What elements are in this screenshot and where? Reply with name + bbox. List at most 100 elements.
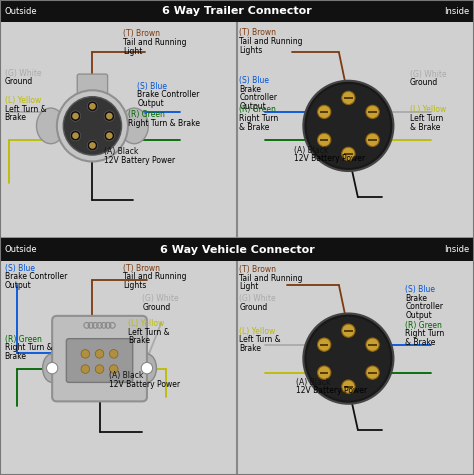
- Bar: [368, 139, 377, 141]
- Text: Output: Output: [405, 311, 432, 320]
- Text: (A) Black: (A) Black: [109, 371, 144, 380]
- Circle shape: [307, 317, 390, 400]
- Bar: [320, 344, 328, 346]
- FancyBboxPatch shape: [66, 339, 133, 382]
- Circle shape: [366, 366, 379, 379]
- Text: Tail and Running: Tail and Running: [123, 272, 187, 281]
- Text: Output: Output: [239, 102, 266, 111]
- Bar: [344, 153, 353, 155]
- Text: Ground: Ground: [410, 78, 438, 87]
- Text: Controller: Controller: [405, 302, 443, 311]
- Circle shape: [318, 133, 331, 146]
- Bar: [368, 111, 377, 113]
- Text: Lights: Lights: [239, 46, 263, 55]
- Text: (T) Brown: (T) Brown: [239, 265, 276, 274]
- Bar: [320, 111, 328, 113]
- Text: (L) Yellow: (L) Yellow: [239, 327, 275, 336]
- Text: (G) White: (G) White: [142, 294, 179, 304]
- Bar: [368, 371, 377, 373]
- Text: (S) Blue: (S) Blue: [137, 82, 167, 91]
- Text: Outside: Outside: [5, 7, 37, 16]
- Text: Brake: Brake: [239, 85, 261, 94]
- Text: (S) Blue: (S) Blue: [405, 285, 435, 294]
- Circle shape: [109, 350, 118, 358]
- Text: 6 Way Trailer Connector: 6 Way Trailer Connector: [162, 6, 312, 16]
- Circle shape: [366, 338, 379, 352]
- Text: Left Turn &: Left Turn &: [239, 335, 281, 344]
- Ellipse shape: [120, 108, 148, 143]
- Text: (R) Green: (R) Green: [5, 335, 42, 344]
- Text: Ground: Ground: [142, 303, 171, 312]
- Text: Left Turn: Left Turn: [410, 114, 443, 123]
- Ellipse shape: [36, 108, 65, 143]
- Text: (R) Green: (R) Green: [405, 321, 442, 330]
- Text: Lights: Lights: [123, 281, 146, 290]
- Circle shape: [81, 365, 90, 373]
- Text: Left Turn &: Left Turn &: [128, 328, 170, 337]
- Circle shape: [342, 91, 355, 104]
- Text: (T) Brown: (T) Brown: [123, 264, 160, 273]
- Bar: [0, 0, 474, 22]
- Text: Tail and Running: Tail and Running: [123, 38, 187, 47]
- Text: Left Turn &: Left Turn &: [5, 104, 46, 114]
- Circle shape: [104, 111, 115, 121]
- FancyBboxPatch shape: [52, 316, 147, 401]
- Text: (G) White: (G) White: [5, 69, 41, 78]
- Bar: [0, 238, 474, 261]
- Circle shape: [70, 131, 81, 141]
- Text: Brake: Brake: [5, 352, 27, 361]
- Circle shape: [89, 142, 96, 149]
- Circle shape: [57, 90, 128, 162]
- Text: Right Turn & Brake: Right Turn & Brake: [128, 119, 200, 128]
- Text: Output: Output: [137, 99, 164, 108]
- Circle shape: [106, 113, 113, 119]
- Text: (T) Brown: (T) Brown: [123, 29, 160, 38]
- Circle shape: [87, 140, 98, 151]
- Circle shape: [89, 103, 96, 110]
- Text: Right Turn: Right Turn: [239, 114, 279, 123]
- Text: 6 Way Vehicle Connector: 6 Way Vehicle Connector: [160, 245, 314, 255]
- Text: & Brake: & Brake: [239, 123, 270, 132]
- Text: Brake: Brake: [405, 294, 427, 303]
- Bar: [368, 344, 377, 346]
- Ellipse shape: [137, 354, 156, 382]
- Circle shape: [72, 133, 79, 139]
- Circle shape: [46, 362, 58, 374]
- Text: 12V Battery Power: 12V Battery Power: [109, 380, 180, 389]
- Bar: [320, 371, 328, 373]
- Ellipse shape: [43, 354, 62, 382]
- Circle shape: [318, 338, 331, 352]
- Bar: [0, 22, 474, 237]
- Circle shape: [318, 366, 331, 379]
- Circle shape: [366, 105, 379, 119]
- FancyBboxPatch shape: [77, 74, 108, 95]
- Circle shape: [70, 111, 81, 121]
- Bar: [320, 139, 328, 141]
- Text: 12V Battery Power: 12V Battery Power: [296, 386, 367, 395]
- Text: (G) White: (G) White: [410, 70, 447, 79]
- Circle shape: [104, 131, 115, 141]
- Text: (A) Black: (A) Black: [294, 146, 328, 155]
- Text: Right Turn: Right Turn: [405, 329, 445, 338]
- Text: (S) Blue: (S) Blue: [239, 76, 269, 85]
- Bar: [344, 97, 353, 99]
- Text: Right Turn &: Right Turn &: [5, 343, 52, 352]
- Circle shape: [307, 84, 390, 168]
- Text: & Brake: & Brake: [405, 338, 436, 347]
- Circle shape: [342, 324, 355, 337]
- Bar: [344, 386, 353, 388]
- Text: Ground: Ground: [239, 303, 268, 312]
- Text: 12V Battery Power: 12V Battery Power: [104, 156, 175, 165]
- Text: 12V Battery Power: 12V Battery Power: [294, 154, 365, 163]
- Text: & Brake: & Brake: [410, 123, 440, 132]
- Text: (R) Green: (R) Green: [128, 110, 165, 119]
- Text: Tail and Running: Tail and Running: [239, 274, 303, 283]
- Text: (T) Brown: (T) Brown: [239, 28, 276, 38]
- Text: Output: Output: [5, 281, 31, 290]
- Circle shape: [72, 113, 79, 119]
- Text: Inside: Inside: [444, 245, 469, 254]
- Circle shape: [303, 81, 393, 171]
- Text: Tail and Running: Tail and Running: [239, 37, 303, 46]
- Text: Light: Light: [123, 47, 143, 56]
- Text: Brake Controller: Brake Controller: [137, 90, 200, 99]
